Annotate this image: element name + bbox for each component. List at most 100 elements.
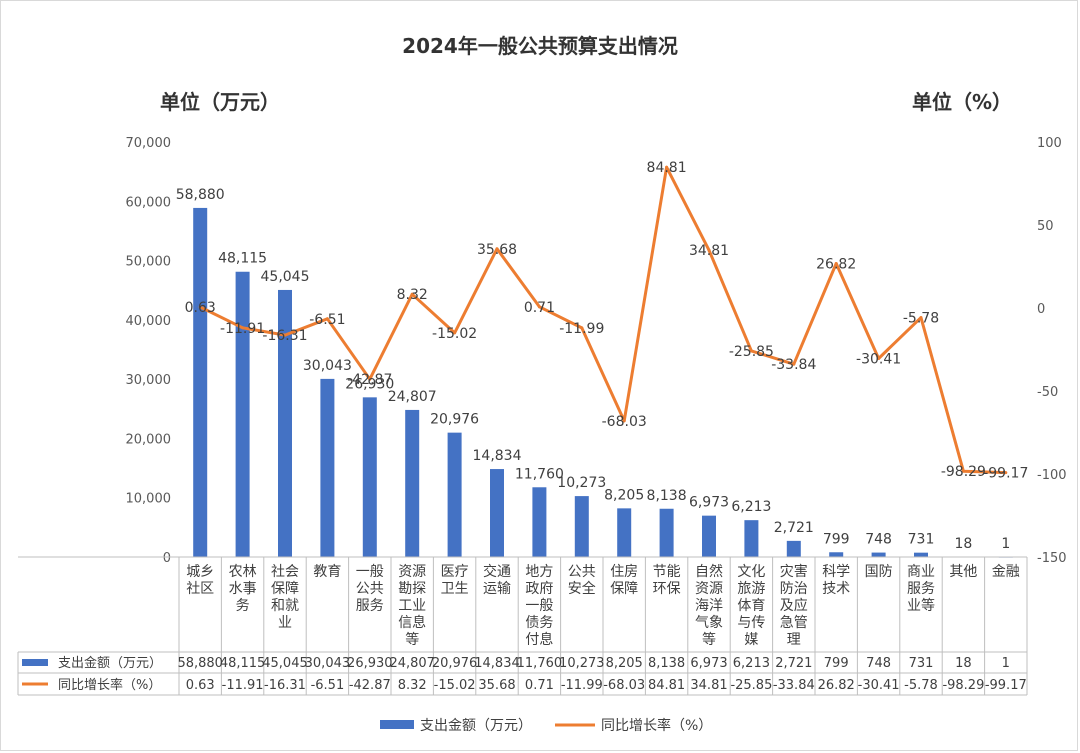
bar-value-label: 14,834 (473, 448, 522, 464)
table-cell-growth-rate: -68.03 (603, 678, 645, 693)
bar-value-label: 10,273 (557, 475, 606, 491)
category-label: 农林水事务 (229, 564, 257, 614)
bar-expenditure (405, 409, 420, 557)
left-axis-unit-label: 单位（万元） (160, 90, 280, 114)
left-axis-tick-label: 40,000 (126, 314, 172, 329)
line-point-growth-rate (749, 349, 753, 353)
bar-expenditure (532, 487, 547, 557)
bar-expenditure (574, 496, 589, 557)
bar-expenditure (871, 552, 886, 557)
table-cell-expenditure: 48,115 (220, 656, 266, 671)
line-value-label: 8.32 (397, 287, 428, 303)
line-point-growth-rate (707, 248, 711, 252)
table-cell-expenditure: 45,045 (262, 656, 308, 671)
bar-expenditure (702, 515, 716, 557)
line-value-label: 0.71 (524, 300, 555, 316)
line-value-label: -25.85 (729, 344, 774, 360)
bar-expenditure (278, 289, 292, 557)
bar-expenditure (914, 552, 928, 557)
bar-value-label: 24,807 (388, 389, 437, 405)
bar-value-label: 18 (954, 536, 972, 552)
bar-expenditure (490, 469, 504, 557)
category-label: 科学技术 (822, 564, 850, 597)
left-axis-tick-label: 30,000 (126, 373, 172, 388)
table-cell-expenditure: 26,930 (347, 656, 393, 671)
bar-value-label: 8,138 (647, 488, 687, 504)
category-label: 社会保障和就业 (271, 564, 299, 631)
category-label: 商业服务业等 (907, 564, 935, 614)
line-value-label: -33.84 (771, 357, 816, 373)
table-legend-key-bar (22, 659, 48, 666)
line-value-label: 26.82 (816, 256, 856, 272)
table-cell-growth-rate: 34.81 (690, 678, 727, 693)
bar-value-label: 731 (908, 532, 935, 548)
bar-value-label: 11,760 (515, 466, 564, 482)
table-cell-growth-rate: -5.78 (904, 678, 938, 693)
category-label: 公共安全 (568, 564, 596, 597)
bar-expenditure (362, 397, 377, 557)
line-value-label: -98.29 (941, 464, 986, 480)
table-cell-growth-rate: -30.41 (858, 678, 900, 693)
line-growth-rate (199, 165, 1006, 475)
line-point-growth-rate (325, 317, 329, 321)
right-axis-tick-label: -150 (1037, 551, 1067, 566)
line-value-label: 84.81 (647, 160, 687, 176)
category-label: 地方政府一般债务付息 (525, 564, 553, 648)
bar-value-label: 1 (1001, 536, 1010, 552)
line-value-label: -16.31 (262, 328, 307, 344)
table-cell-growth-rate: 8.32 (398, 678, 427, 693)
line-point-growth-rate (622, 419, 626, 423)
table-cell-expenditure: 6,213 (733, 656, 770, 671)
category-label: 文化旅游体育与传媒 (737, 564, 765, 648)
table-row-header: 支出金额（万元） (58, 655, 162, 671)
chart-title: 2024年一般公共预算支出情况 (402, 34, 678, 58)
line-value-label: -11.99 (559, 321, 604, 337)
table-cell-expenditure: 6,973 (690, 656, 727, 671)
table-cell-expenditure: 2,721 (775, 656, 812, 671)
bar-expenditure (786, 540, 801, 557)
line-point-growth-rate (283, 333, 287, 337)
left-axis-tick-label: 50,000 (126, 255, 172, 270)
legend-label-bar: 支出金额（万元） (420, 718, 532, 734)
left-axis-tick-label: 60,000 (126, 195, 172, 210)
bar-expenditure (744, 520, 759, 557)
category-label: 灾害防治及应急管理 (780, 563, 808, 648)
bar-value-label: 6,973 (689, 495, 729, 511)
table-cell-growth-rate: 0.71 (525, 678, 554, 693)
right-axis-unit-label: 单位（%） (912, 90, 1013, 114)
line-point-growth-rate (410, 292, 414, 296)
bar-value-label: 20,976 (430, 412, 479, 428)
table-cell-growth-rate: -42.87 (349, 678, 391, 693)
line-point-growth-rate (537, 305, 541, 309)
bar-value-label: 2,721 (774, 520, 814, 536)
line-value-label: -68.03 (602, 414, 647, 430)
category-label: 医疗卫生 (441, 564, 469, 597)
table-cell-growth-rate: -6.51 (311, 678, 345, 693)
bar-value-label: 30,043 (303, 358, 352, 374)
table-cell-expenditure: 24,807 (389, 656, 435, 671)
line-point-growth-rate (198, 305, 202, 309)
legend-key-bar (380, 720, 414, 729)
bar-expenditure (617, 508, 632, 557)
line-point-growth-rate (834, 261, 838, 265)
table-cell-expenditure: 748 (866, 656, 891, 671)
bar-expenditure (320, 378, 335, 557)
line-point-growth-rate (580, 326, 584, 330)
table-cell-growth-rate: -16.31 (264, 678, 306, 693)
line-point-growth-rate (368, 377, 372, 381)
table-cell-growth-rate: -98.29 (942, 678, 984, 693)
table-cell-growth-rate: 0.63 (186, 678, 215, 693)
table-cell-expenditure: 8,205 (606, 656, 643, 671)
table-cell-growth-rate: -99.17 (985, 678, 1027, 693)
table-cell-expenditure: 8,138 (648, 656, 685, 671)
line-point-growth-rate (453, 331, 457, 335)
table-cell-growth-rate: 84.81 (648, 678, 685, 693)
table-cell-expenditure: 799 (824, 656, 849, 671)
bar-expenditure (193, 207, 208, 557)
table-cell-growth-rate: -25.85 (730, 678, 772, 693)
line-point-growth-rate (919, 316, 923, 320)
category-label: 城乡社区 (186, 564, 214, 597)
table-cell-growth-rate: -33.84 (773, 678, 815, 693)
table-cell-growth-rate: -11.99 (561, 678, 603, 693)
